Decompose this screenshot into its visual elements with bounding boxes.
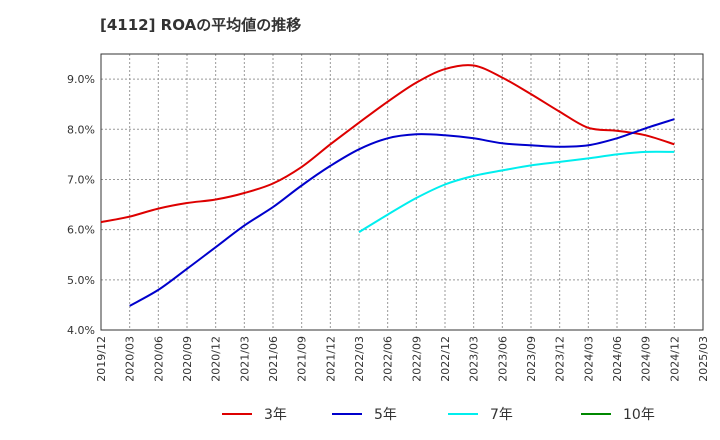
- x-tick-label: 2020/12: [210, 336, 223, 382]
- y-tick-label: 8.0%: [67, 123, 95, 136]
- legend-label: 3年: [264, 407, 287, 423]
- x-tick-label: 2022/03: [353, 336, 366, 382]
- x-tick-label: 2019/12: [95, 336, 108, 382]
- x-tick-label: 2021/03: [238, 336, 251, 382]
- series-line-5年: [129, 118, 675, 307]
- x-tick-label: 2021/09: [296, 336, 309, 382]
- x-tick-label: 2023/12: [554, 336, 567, 382]
- x-tick-label: 2020/09: [181, 336, 194, 382]
- chart-title: [4112] ROAの平均値の推移: [100, 16, 302, 34]
- y-tick-label: 9.0%: [67, 73, 95, 86]
- x-tick-label: 2024/12: [668, 336, 681, 382]
- x-tick-label: 2023/09: [525, 336, 538, 382]
- series-layer: [100, 64, 675, 307]
- x-tick-label: 2023/06: [496, 336, 509, 382]
- series-line-7年: [358, 150, 675, 233]
- y-axis: 4.0% 5.0% 6.0% 7.0% 8.0% 9.0%: [67, 73, 95, 337]
- x-tick-label: 2023/03: [468, 336, 481, 382]
- series-line-3年: [100, 64, 675, 224]
- y-tick-label: 4.0%: [67, 324, 95, 337]
- plot-frame: [100, 53, 704, 331]
- x-tick-label: 2021/12: [324, 336, 337, 382]
- x-tick-label: 2024/09: [640, 336, 653, 382]
- x-tick-label: 2025/03: [697, 336, 710, 382]
- x-tick-label: 2022/12: [439, 336, 452, 382]
- legend-label: 10年: [623, 407, 655, 423]
- x-tick-label: 2022/06: [382, 336, 395, 382]
- x-tick-label: 2024/03: [582, 336, 595, 382]
- x-tick-label: 2024/06: [611, 336, 624, 382]
- x-axis: 2019/12 2020/03 2020/06 2020/09 2020/12 2021/…: [95, 336, 710, 382]
- x-tick-label: 2021/06: [267, 336, 280, 382]
- legend: 3年 5年 7年 10年: [222, 407, 655, 423]
- legend-label: 7年: [490, 407, 513, 423]
- x-tick-label: 2020/03: [124, 336, 137, 382]
- x-tick-label: 2022/09: [410, 336, 423, 382]
- y-tick-label: 5.0%: [67, 274, 95, 287]
- legend-label: 5年: [374, 407, 397, 423]
- x-tick-label: 2020/06: [152, 336, 165, 382]
- y-tick-label: 7.0%: [67, 173, 95, 186]
- grid-layer: [101, 54, 703, 331]
- y-tick-label: 6.0%: [67, 224, 95, 237]
